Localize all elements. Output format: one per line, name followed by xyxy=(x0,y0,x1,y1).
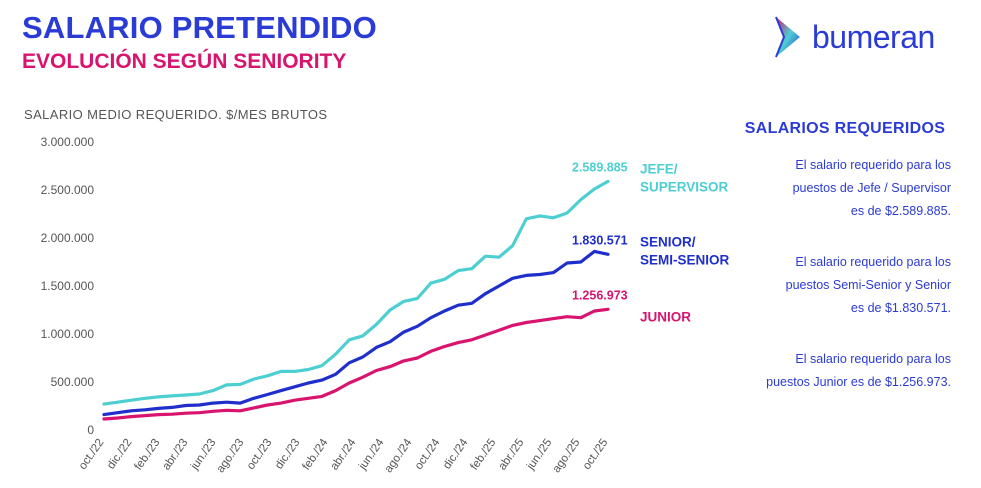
series-end-value: 1.830.571 xyxy=(572,233,628,247)
x-tick-label: abr./24 xyxy=(328,436,358,472)
series-line-0 xyxy=(102,179,610,406)
x-tick-label: dic./22 xyxy=(105,437,134,472)
bumeran-arrow-icon xyxy=(775,16,800,58)
panel-line: El salario requerido para los xyxy=(795,158,951,172)
y-tick-label: 1.500.000 xyxy=(41,279,95,293)
panel-line: es de $2.589.885. xyxy=(850,204,951,218)
x-tick-label: oct./23 xyxy=(245,437,275,472)
series-line-2 xyxy=(102,307,610,421)
x-tick-label: ago./23 xyxy=(215,437,247,475)
x-tick-label: oct./24 xyxy=(413,436,443,472)
panel-title: SALARIOS REQUERIDOS xyxy=(744,120,946,137)
panel-paragraph: El salario requerido para los puestos Jun… xyxy=(735,348,955,394)
panel-line: puestos de Jefe / Supervisor xyxy=(792,181,951,195)
x-tick-label: feb./23 xyxy=(132,437,162,473)
panel-line: es de $1.830.571. xyxy=(850,301,951,315)
panel-body: El salario requerido para los puestos de … xyxy=(735,154,955,394)
page-title: SALARIO PRETENDIDO xyxy=(22,10,377,45)
salary-chart: SALARIO MEDIO REQUERIDO. $/MES BRUTOS 0 5… xyxy=(0,100,740,483)
logo-text: bumeran xyxy=(812,18,935,55)
x-tick-label: oct./25 xyxy=(581,437,611,472)
y-tick-label: 2.000.000 xyxy=(41,231,95,245)
y-tick-label: 1.000.000 xyxy=(41,327,95,341)
panel-line: El salario requerido para los xyxy=(795,255,951,269)
panel-line: puestos Junior es de $1.256.973. xyxy=(766,375,951,389)
x-tick-label: dic./23 xyxy=(273,437,302,472)
line-chart-svg: SALARIO MEDIO REQUERIDO. $/MES BRUTOS 0 5… xyxy=(24,107,730,475)
y-tick-label: 0 xyxy=(87,423,94,437)
x-tick-label: jun./23 xyxy=(188,437,218,473)
chart-title: SALARIO MEDIO REQUERIDO. $/MES BRUTOS xyxy=(24,107,328,122)
legend-label: SUPERVISOR xyxy=(640,179,729,194)
x-tick-label: feb./25 xyxy=(468,437,498,473)
x-tick-label: dic./24 xyxy=(441,436,471,471)
x-tick-label: ago./24 xyxy=(383,436,415,475)
legend-label: JEFE/ xyxy=(640,161,678,176)
panel-paragraph: El salario requerido para los puestos Sem… xyxy=(735,251,955,320)
series-end-value: 1.256.973 xyxy=(572,288,628,302)
y-tick-label: 500.000 xyxy=(51,375,95,389)
legend-label: SENIOR/ xyxy=(640,234,696,249)
x-tick-label: feb./24 xyxy=(300,436,330,472)
x-tick-label: jun./25 xyxy=(524,437,554,473)
x-tick-label: ago./25 xyxy=(551,437,583,475)
y-tick-label: 2.500.000 xyxy=(41,183,95,197)
bumeran-logo: bumeran xyxy=(772,14,935,60)
panel-line: El salario requerido para los xyxy=(795,352,951,366)
x-tick-label: abr./25 xyxy=(496,437,526,473)
page-subtitle: EVOLUCIÓN SEGÚN SENIORITY xyxy=(22,50,347,73)
legend-label: JUNIOR xyxy=(640,309,691,324)
series-line-1 xyxy=(102,249,610,417)
panel-line: puestos Semi-Senior y Senior xyxy=(785,278,951,292)
info-panel: SALARIOS REQUERIDOS El salario requerido… xyxy=(735,120,955,422)
series-end-value: 2.589.885 xyxy=(572,160,628,174)
y-tick-label: 3.000.000 xyxy=(41,135,95,149)
legend-label: SEMI-SENIOR xyxy=(640,252,730,267)
panel-paragraph: El salario requerido para los puestos de … xyxy=(735,154,955,223)
x-tick-label: abr./23 xyxy=(160,437,190,473)
x-tick-label: oct./22 xyxy=(77,437,107,472)
